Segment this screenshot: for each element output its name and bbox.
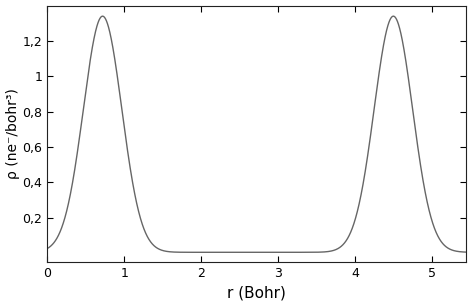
X-axis label: r (Bohr): r (Bohr) — [228, 285, 286, 300]
Y-axis label: ρ (ne⁻/bohr³): ρ (ne⁻/bohr³) — [6, 88, 19, 179]
